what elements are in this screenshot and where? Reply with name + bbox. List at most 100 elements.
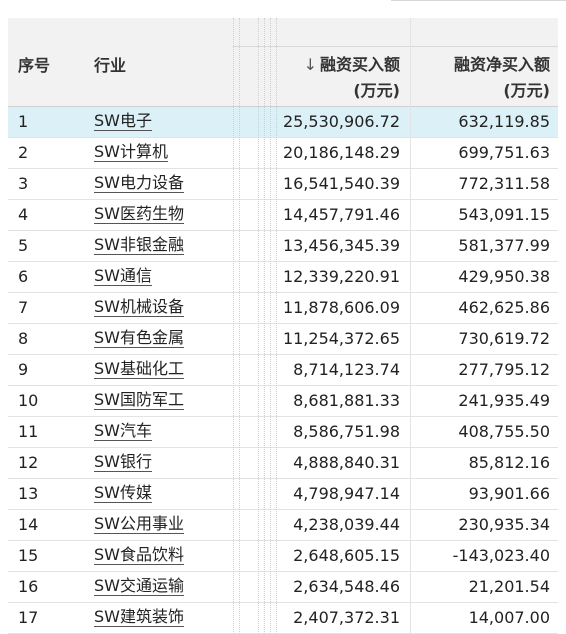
row-industry-link[interactable]: SW交通运输: [94, 576, 184, 596]
row-index: 14: [18, 515, 39, 534]
table-row[interactable]: 15 SW食品饮料 2,648,605.15 -143,023.40: [8, 541, 558, 572]
header-financing-buy-unit: (万元): [353, 81, 400, 100]
row-industry-link[interactable]: SW有色金属: [94, 328, 184, 348]
header-financing-buy-label: 融资买入额: [319, 55, 400, 74]
row-financing-net-buy: 543,091.15: [458, 205, 550, 224]
row-financing-net-buy: 730,619.72: [458, 329, 550, 348]
row-financing-buy: 2,634,548.46: [293, 577, 400, 596]
row-index: 9: [18, 360, 29, 379]
row-financing-net-buy: 277,795.12: [458, 360, 550, 379]
row-industry-link[interactable]: SW食品饮料: [94, 545, 184, 565]
row-industry-link[interactable]: SW汽车: [94, 421, 152, 441]
row-financing-buy: 8,586,751.98: [293, 422, 400, 441]
row-index: 2: [18, 143, 29, 162]
row-index: 5: [18, 236, 29, 255]
row-index: 12: [18, 453, 39, 472]
table-row[interactable]: 10 SW国防军工 8,681,881.33 241,935.49: [8, 386, 558, 417]
row-index: 10: [18, 391, 39, 410]
row-industry-link[interactable]: SW建筑装饰: [94, 607, 184, 627]
table-row[interactable]: 14 SW公用事业 4,238,039.44 230,935.34: [8, 510, 558, 541]
row-industry-link[interactable]: SW电子: [94, 111, 152, 131]
row-industry-link[interactable]: SW通信: [94, 266, 152, 286]
row-index: 8: [18, 329, 29, 348]
row-financing-buy: 12,339,220.91: [282, 267, 400, 286]
header-divider: [233, 46, 558, 47]
header-financing-net-buy[interactable]: 融资净买入额 (万元): [454, 52, 550, 104]
row-index: 11: [18, 422, 39, 441]
row-industry-link[interactable]: SW非银金融: [94, 235, 184, 255]
row-financing-net-buy: 632,119.85: [458, 112, 550, 131]
row-financing-buy: 13,456,345.39: [282, 236, 400, 255]
table-row[interactable]: 6 SW通信 12,339,220.91 429,950.38: [8, 262, 558, 293]
row-financing-net-buy: 429,950.38: [458, 267, 550, 286]
row-industry-link[interactable]: SW计算机: [94, 142, 168, 162]
row-financing-net-buy: 21,201.54: [468, 577, 550, 596]
table-row[interactable]: 7 SW机械设备 11,878,606.09 462,625.86: [8, 293, 558, 324]
table-row[interactable]: 4 SW医药生物 14,457,791.46 543,091.15: [8, 200, 558, 231]
row-industry-link[interactable]: SW国防军工: [94, 390, 184, 410]
row-industry-link[interactable]: SW公用事业: [94, 514, 184, 534]
table-row[interactable]: 3 SW电力设备 16,541,540.39 772,311.58: [8, 169, 558, 200]
row-financing-buy: 11,878,606.09: [282, 298, 400, 317]
row-financing-buy: 8,681,881.33: [293, 391, 400, 410]
row-financing-net-buy: 699,751.63: [458, 143, 550, 162]
row-industry-link[interactable]: SW电力设备: [94, 173, 184, 193]
row-index: 15: [18, 546, 39, 565]
row-financing-net-buy: 230,935.34: [458, 515, 550, 534]
sort-desc-icon[interactable]: ↓: [303, 55, 317, 74]
table-row[interactable]: 12 SW银行 4,888,840.31 85,812.16: [8, 448, 558, 479]
table-row[interactable]: 2 SW计算机 20,186,148.29 699,751.63: [8, 138, 558, 169]
row-index: 7: [18, 298, 29, 317]
header-financing-buy[interactable]: ↓ 融资买入额 (万元): [304, 52, 400, 104]
row-financing-net-buy: 772,311.58: [458, 174, 550, 193]
financing-table: 序号 行业 ↓ 融资买入额 (万元) 融资净买入额 (万元) 1 SW电子 25,53…: [8, 18, 558, 634]
table-row[interactable]: 1 SW电子 25,530,906.72 632,119.85: [8, 107, 558, 138]
table-header: 序号 行业 ↓ 融资买入额 (万元) 融资净买入额 (万元): [8, 18, 558, 107]
row-financing-buy: 14,457,791.46: [282, 205, 400, 224]
table-row[interactable]: 16 SW交通运输 2,634,548.46 21,201.54: [8, 572, 558, 603]
table-row[interactable]: 9 SW基础化工 8,714,123.74 277,795.12: [8, 355, 558, 386]
row-financing-buy: 2,407,372.31: [293, 608, 400, 627]
table-row[interactable]: 11 SW汽车 8,586,751.98 408,755.50: [8, 417, 558, 448]
column-guide: [270, 18, 271, 634]
row-industry-link[interactable]: SW传媒: [94, 483, 152, 503]
header-financing-net-buy-unit: (万元): [503, 81, 550, 100]
row-index: 4: [18, 205, 29, 224]
column-guide: [233, 18, 234, 634]
row-financing-net-buy: 14,007.00: [468, 608, 550, 627]
column-separator: [410, 18, 411, 634]
row-industry-link[interactable]: SW机械设备: [94, 297, 184, 317]
column-guide: [258, 18, 259, 634]
row-financing-net-buy: 241,935.49: [458, 391, 550, 410]
row-financing-buy: 25,530,906.72: [282, 112, 400, 131]
row-financing-buy: 4,888,840.31: [293, 453, 400, 472]
row-financing-net-buy: 93,901.66: [468, 484, 550, 503]
table-body: 1 SW电子 25,530,906.72 632,119.85 2 SW计算机 20,186…: [8, 107, 558, 634]
top-strip: [0, 0, 566, 18]
row-index: 1: [18, 112, 29, 131]
table-row[interactable]: 5 SW非银金融 13,456,345.39 581,377.99: [8, 231, 558, 262]
row-financing-buy: 4,798,947.14: [293, 484, 400, 503]
table-row[interactable]: 13 SW传媒 4,798,947.14 93,901.66: [8, 479, 558, 510]
row-index: 3: [18, 174, 29, 193]
row-financing-net-buy: 408,755.50: [458, 422, 550, 441]
row-financing-buy: 4,238,039.44: [293, 515, 400, 534]
row-financing-net-buy: -143,023.40: [452, 546, 550, 565]
row-industry-link[interactable]: SW基础化工: [94, 359, 184, 379]
row-financing-net-buy: 85,812.16: [468, 453, 550, 472]
row-industry-link[interactable]: SW银行: [94, 452, 152, 472]
row-financing-buy: 8,714,123.74: [293, 360, 400, 379]
row-industry-link[interactable]: SW医药生物: [94, 204, 184, 224]
header-index[interactable]: 序号: [18, 56, 51, 75]
column-guide: [264, 18, 265, 634]
row-index: 16: [18, 577, 39, 596]
row-financing-buy: 11,254,372.65: [282, 329, 400, 348]
table-row[interactable]: 17 SW建筑装饰 2,407,372.31 14,007.00: [8, 603, 558, 634]
row-index: 6: [18, 267, 29, 286]
row-financing-buy: 16,541,540.39: [282, 174, 400, 193]
tab-edge: [391, 0, 566, 1]
header-industry[interactable]: 行业: [94, 56, 127, 75]
table-row[interactable]: 8 SW有色金属 11,254,372.65 730,619.72: [8, 324, 558, 355]
row-financing-buy: 20,186,148.29: [282, 143, 400, 162]
